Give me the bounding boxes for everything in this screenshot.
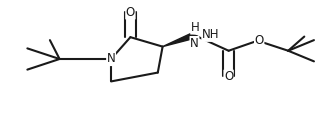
Text: H: H [191, 21, 200, 34]
Text: N: N [190, 37, 199, 50]
Text: O: O [255, 34, 264, 47]
Text: N: N [107, 53, 116, 65]
Text: O: O [126, 6, 135, 19]
Text: NH: NH [202, 28, 219, 41]
Polygon shape [163, 34, 199, 47]
Text: O: O [224, 70, 233, 83]
